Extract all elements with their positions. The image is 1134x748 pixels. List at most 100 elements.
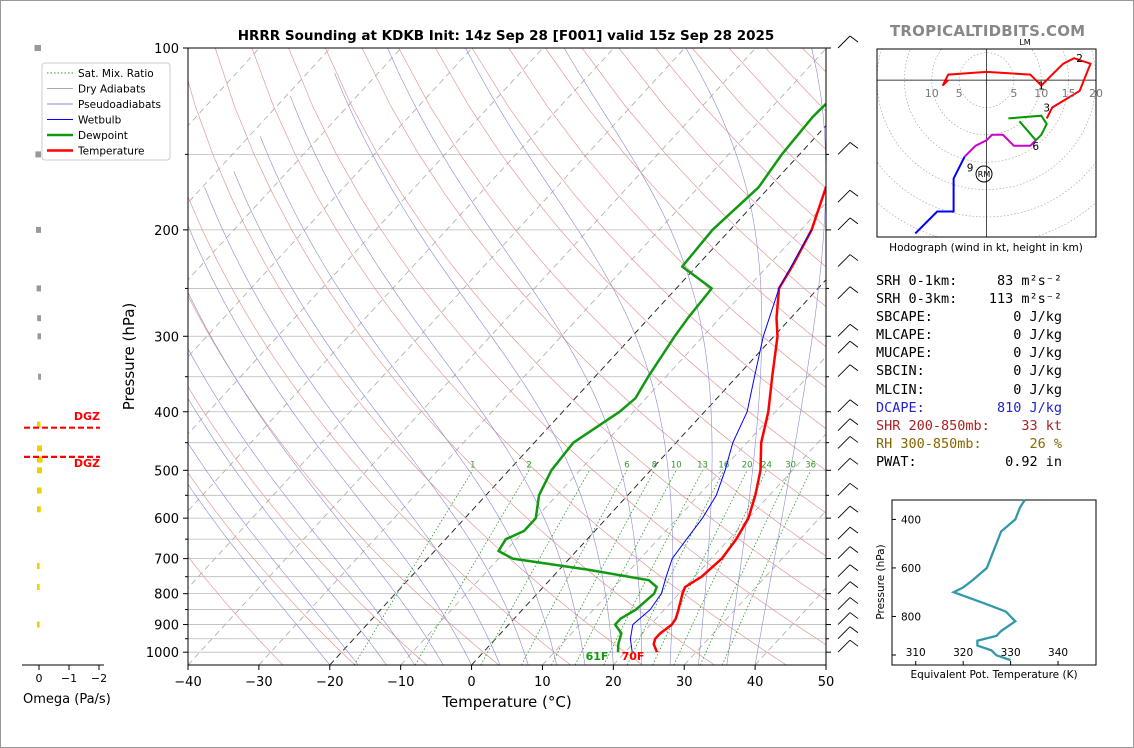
wind-barb-flag <box>849 436 859 443</box>
x-tick-label: 20 <box>605 675 622 690</box>
parameter-table: SRH 0-1km: 83 m²s⁻² SRH 0-3km: 113 m²s⁻² SBC… <box>876 272 1062 471</box>
surface-dewpoint-label: 61F <box>586 650 609 663</box>
stat-row: SBCAPE: 0 J/kg <box>876 308 1062 326</box>
hodo-tick-label: 5 <box>956 87 963 100</box>
wind-barb <box>837 564 851 578</box>
hodo-height-label: 3 <box>1043 102 1050 114</box>
mixing-ratio-line <box>603 470 703 665</box>
hodo-tick-label: 15 <box>1062 87 1076 100</box>
omega-bar <box>37 584 40 591</box>
mixing-ratio-line <box>699 470 792 665</box>
hodo-rm-label: RM <box>978 170 991 179</box>
hodo-tick-label: 5 <box>1010 87 1017 100</box>
omega-bar <box>35 151 41 158</box>
wind-barb <box>837 142 851 155</box>
stat-key: MLCAPE: <box>876 327 933 344</box>
omega-tick-label: −2 <box>91 672 107 685</box>
wind-barb <box>837 323 851 337</box>
dry-adiabat <box>188 294 500 665</box>
stat-value: 33 kt <box>1021 417 1062 434</box>
omega-bar <box>37 467 42 474</box>
surface-temp-label: 70F <box>622 650 645 663</box>
stat-row: PWAT: 0.92 in <box>876 453 1062 471</box>
wind-barb <box>837 418 851 432</box>
stat-row: SBCIN: 0 J/kg <box>876 362 1062 380</box>
hodo-tick-label: 20 <box>1089 87 1103 100</box>
dry-adiabat <box>288 48 826 646</box>
y-tick-label: 400 <box>154 406 179 421</box>
moist-adiabat <box>563 48 713 665</box>
mixing-ratio-line <box>574 470 677 665</box>
wind-barb-flag <box>849 142 859 149</box>
legend-entry: Temperature <box>77 146 145 158</box>
stat-value: 0 J/kg <box>1013 309 1062 326</box>
theta-e-y-tick-label: 600 <box>901 563 921 575</box>
wind-barb-flag <box>849 286 859 294</box>
series-wetbulb <box>629 229 813 653</box>
moist-adiabat <box>259 136 557 665</box>
dgz-label-bottom: DGZ <box>74 457 100 470</box>
mixing-ratio-line <box>673 470 767 665</box>
moist-adiabat <box>188 348 416 665</box>
mixing-ratio-line <box>414 470 530 665</box>
omega-bar <box>37 333 41 340</box>
x-tick-label: −30 <box>245 675 272 690</box>
hodo-segment-0-3km <box>941 57 1092 119</box>
wind-barb <box>837 189 851 203</box>
moist-adiabat <box>188 224 472 665</box>
wind-barb-flag <box>849 418 859 426</box>
x-tick-label: 0 <box>467 675 475 690</box>
x-tick-label: 50 <box>818 675 835 690</box>
y-tick-label: 600 <box>154 512 179 527</box>
wind-barb-flag <box>849 546 859 553</box>
wind-barb-flag <box>849 564 859 572</box>
stat-key: RH 300-850mb: <box>876 435 982 452</box>
omega-bar <box>36 226 41 233</box>
moist-adiabat <box>188 397 387 665</box>
stat-value: 0 J/kg <box>1013 381 1062 398</box>
moist-adiabat <box>188 442 359 665</box>
hodo-tick-label: 10 <box>1034 87 1048 100</box>
x-tick-label: −20 <box>316 675 343 690</box>
stat-value: 0.92 in <box>1005 453 1062 470</box>
mixing-ratio-label: 24 <box>761 460 772 470</box>
stat-value: 0 J/kg <box>1013 363 1062 380</box>
dry-adiabat <box>361 48 826 557</box>
stat-value: 113 m²s⁻² <box>988 291 1062 308</box>
omega-tick-label: −1 <box>61 672 77 685</box>
wind-barb <box>837 581 851 594</box>
stat-key: SBCIN: <box>876 363 925 380</box>
omega-tick-label: 0 <box>36 672 43 685</box>
stat-value: 0 J/kg <box>1013 345 1062 362</box>
dry-adiabat <box>435 48 826 471</box>
omega-label: Omega (Pa/s) <box>23 692 111 707</box>
theta-e-line <box>950 499 1026 662</box>
moist-adiabat <box>754 48 826 665</box>
wind-barb <box>837 639 851 653</box>
x-axis-label: Temperature (°C) <box>441 693 571 711</box>
wind-barb-flag <box>849 340 859 348</box>
mixing-ratio-label: 16 <box>718 460 729 470</box>
omega-bar <box>37 315 41 322</box>
omega-bar <box>37 621 40 628</box>
stat-row: RH 300-850mb: 26 % <box>876 435 1062 453</box>
y-tick-label: 900 <box>154 619 179 634</box>
hodograph: 10 5 5 10 15 20 1 2 3 6 9 LM RM Hodograph (wind in kt… <box>876 38 1103 254</box>
hodo-segment-9-12km <box>914 156 966 235</box>
moist-adiabat <box>289 95 586 665</box>
omega-bar <box>37 445 42 452</box>
omega-bar <box>38 373 41 380</box>
wind-barb <box>837 364 851 378</box>
theta-e-panel: 310 320 330 340 400 600 800 Equivalent Pot. Tem… <box>875 499 1097 681</box>
wind-barb-flag <box>849 254 859 261</box>
y-tick-label: 700 <box>154 553 179 568</box>
legend-entry: Sat. Mix. Ratio <box>78 68 154 80</box>
wind-barb <box>837 217 851 231</box>
wind-barb <box>837 436 851 449</box>
wind-barb <box>837 612 851 625</box>
stat-row: SRH 0-1km: 83 m²s⁻² <box>876 272 1062 290</box>
hodo-height-label: 1 <box>1038 81 1045 93</box>
mixing-ratio-label: 2 <box>526 460 531 470</box>
mixing-ratio-label: 6 <box>624 460 629 470</box>
mixing-ratio-label: 1 <box>470 460 475 470</box>
